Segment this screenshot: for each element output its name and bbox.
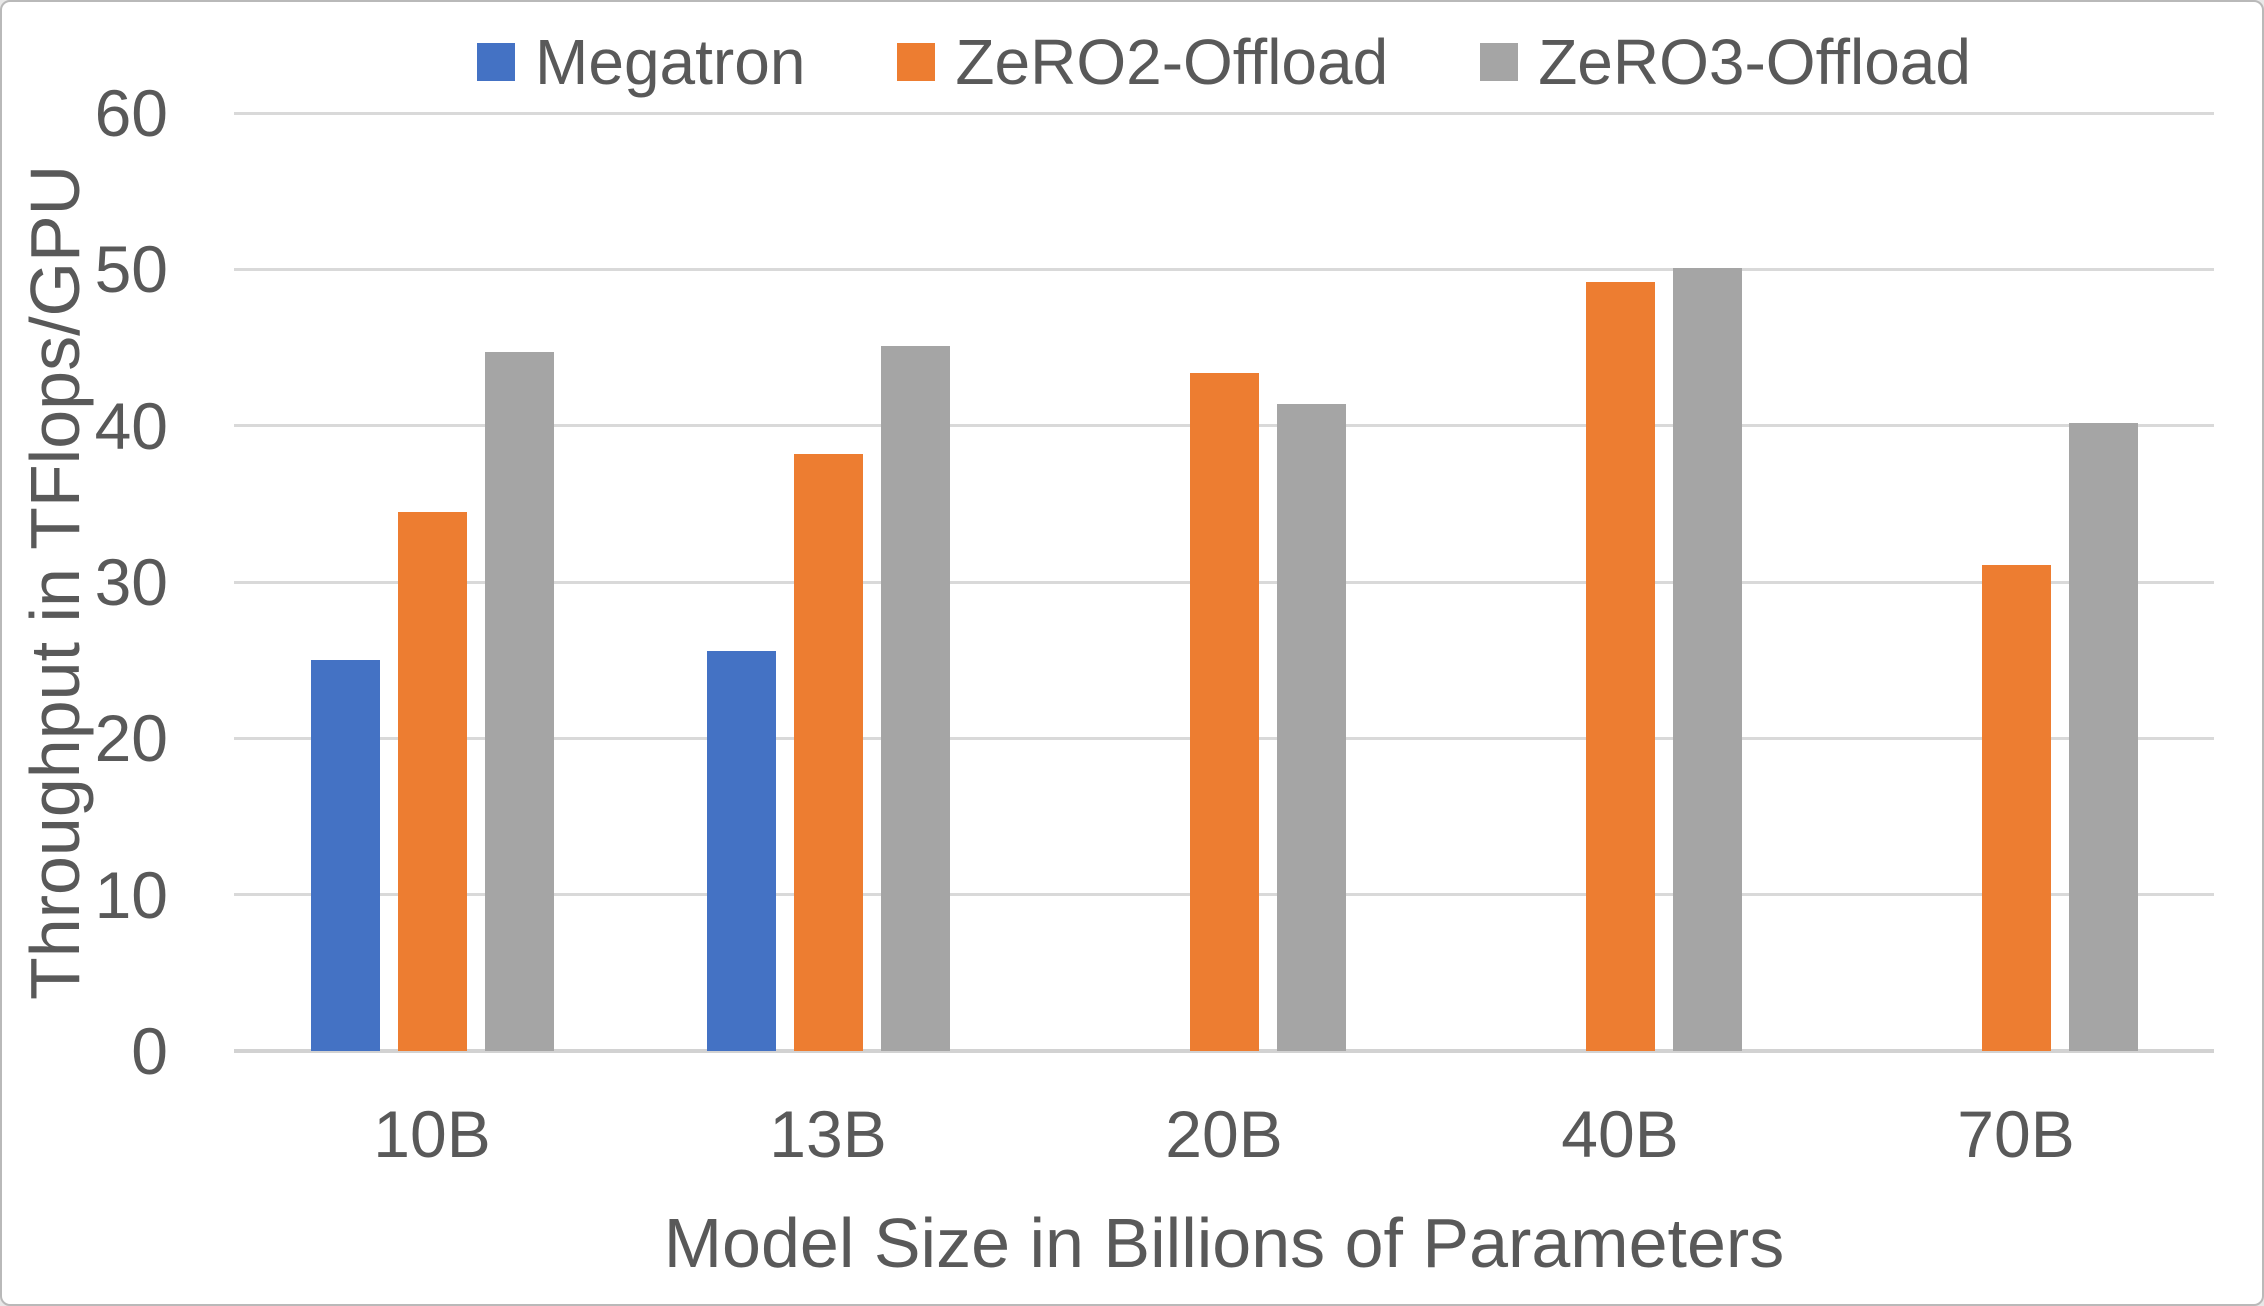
bar-zero2-offload-20b xyxy=(1189,372,1259,1051)
bar-megatron-13b xyxy=(706,650,776,1051)
legend-label-zero3-offload: ZeRO3-Offload xyxy=(1538,26,1971,98)
legend-item-zero3-offload: ZeRO3-Offload xyxy=(1480,30,1971,94)
legend-swatch-zero3-offload-icon xyxy=(1480,43,1519,81)
category-group-13b xyxy=(630,113,1026,1051)
x-axis-title: Model Size in Billions of Parameters xyxy=(663,1204,1785,1282)
bar-zero2-offload-10b xyxy=(397,511,467,1051)
legend-label-zero2-offload: ZeRO2-Offload xyxy=(955,26,1389,98)
legend-item-zero2-offload: ZeRO2-Offload xyxy=(897,30,1388,94)
bar-zero3-offload-13b xyxy=(880,345,950,1051)
x-axis-tick-labels: 10B 13B 20B 40B 70B xyxy=(234,1098,2214,1178)
bar-zero3-offload-10b xyxy=(484,352,554,1051)
legend-label-megatron: Megatron xyxy=(535,26,806,98)
y-tick-label: 60 xyxy=(94,76,168,150)
y-tick-label: 0 xyxy=(131,1014,168,1088)
x-tick-label-70b: 70B xyxy=(1957,1097,2075,1171)
bar-zero2-offload-40b xyxy=(1585,281,1655,1051)
bar-zero3-offload-70b xyxy=(2068,422,2138,1051)
x-tick-label-10b: 10B xyxy=(373,1097,491,1171)
y-axis-tick-labels: 0 10 20 30 40 50 60 xyxy=(2,80,168,1084)
y-tick-label: 20 xyxy=(94,701,168,776)
category-group-10b xyxy=(234,113,630,1051)
legend-swatch-zero2-offload-icon xyxy=(897,43,936,81)
y-tick-label: 30 xyxy=(94,545,168,619)
legend: Megatron ZeRO2-Offload ZeRO3-Offload xyxy=(234,24,2214,100)
plot-area xyxy=(234,111,2214,1053)
gridline xyxy=(234,267,2214,271)
x-tick-label-40b: 40B xyxy=(1561,1097,1679,1171)
x-tick-label-20b: 20B xyxy=(1165,1097,1283,1171)
bar-megatron-10b xyxy=(310,660,380,1051)
legend-item-megatron: Megatron xyxy=(477,30,805,94)
bar-zero3-offload-20b xyxy=(1276,403,1346,1051)
legend-swatch-megatron-icon xyxy=(477,43,516,81)
category-group-40b xyxy=(1422,113,1818,1051)
gridline xyxy=(234,111,2214,115)
y-tick-label: 50 xyxy=(94,232,168,307)
bar-zero3-offload-40b xyxy=(1672,267,1742,1051)
x-axis-line xyxy=(234,1049,2214,1053)
category-group-70b xyxy=(1818,113,2214,1051)
y-tick-label: 40 xyxy=(94,388,168,463)
bar-zero2-offload-70b xyxy=(1981,564,2051,1051)
category-group-20b xyxy=(1026,113,1422,1051)
y-tick-label: 10 xyxy=(94,857,168,932)
bar-zero2-offload-13b xyxy=(793,453,863,1051)
x-tick-label-13b: 13B xyxy=(769,1097,887,1171)
